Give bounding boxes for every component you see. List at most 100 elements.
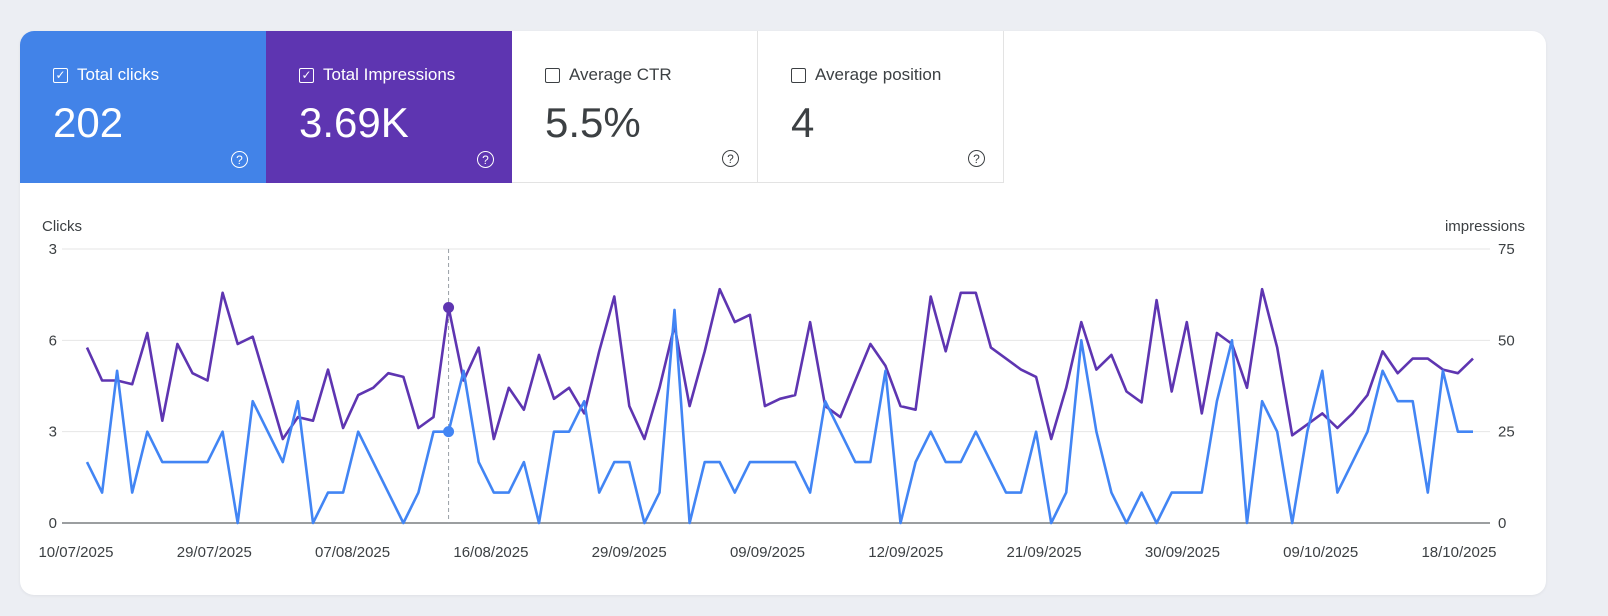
clicks-point[interactable] — [356, 430, 360, 434]
impressions-point[interactable] — [1471, 357, 1475, 361]
impressions-point[interactable] — [1426, 357, 1430, 361]
impressions-point[interactable] — [748, 313, 752, 317]
clicks-point[interactable] — [416, 491, 420, 495]
clicks-point[interactable] — [1260, 399, 1264, 403]
clicks-point[interactable] — [443, 426, 455, 438]
impressions-point[interactable] — [733, 320, 737, 324]
clicks-point[interactable] — [311, 521, 315, 525]
clicks-point[interactable] — [883, 369, 887, 373]
impressions-point[interactable] — [793, 393, 797, 397]
impressions-point[interactable] — [416, 426, 420, 430]
clicks-point[interactable] — [462, 369, 466, 373]
clicks-point[interactable] — [266, 430, 270, 434]
impressions-point[interactable] — [944, 349, 948, 353]
checkbox-checked-icon[interactable]: ✓ — [53, 67, 68, 83]
clicks-point[interactable] — [236, 521, 240, 525]
help-icon[interactable]: ? — [231, 151, 248, 168]
clicks-point[interactable] — [703, 460, 707, 464]
clicks-point[interactable] — [1381, 369, 1385, 373]
impressions-point[interactable] — [1350, 411, 1354, 415]
impressions-point[interactable] — [1200, 411, 1204, 415]
clicks-point[interactable] — [1140, 491, 1144, 495]
impressions-point[interactable] — [1034, 375, 1038, 379]
help-icon[interactable]: ? — [477, 151, 494, 168]
clicks-point[interactable] — [507, 491, 511, 495]
clicks-point[interactable] — [657, 491, 661, 495]
clicks-point[interactable] — [1456, 430, 1460, 434]
card-total-clicks[interactable]: ✓ Total clicks 202 ? — [20, 31, 266, 183]
clicks-point[interactable] — [85, 460, 89, 464]
clicks-point[interactable] — [868, 460, 872, 464]
impressions-point[interactable] — [914, 408, 918, 412]
impressions-point[interactable] — [1396, 371, 1400, 375]
impressions-point[interactable] — [959, 291, 963, 295]
clicks-point[interactable] — [1335, 491, 1339, 495]
clicks-point[interactable] — [929, 430, 933, 434]
impressions-point[interactable] — [703, 349, 707, 353]
clicks-point[interactable] — [1396, 399, 1400, 403]
impressions-point[interactable] — [100, 379, 104, 383]
checkbox-unchecked-icon[interactable] — [545, 67, 560, 83]
impressions-point[interactable] — [883, 364, 887, 368]
help-icon[interactable]: ? — [722, 150, 739, 167]
clicks-point[interactable] — [1275, 430, 1279, 434]
clicks-point[interactable] — [221, 430, 225, 434]
impressions-point[interactable] — [567, 386, 571, 390]
clicks-point[interactable] — [1245, 521, 1249, 525]
impressions-point[interactable] — [1381, 349, 1385, 353]
impressions-point[interactable] — [597, 349, 601, 353]
clicks-point[interactable] — [612, 460, 616, 464]
clicks-point[interactable] — [1230, 338, 1234, 342]
impressions-point[interactable] — [1411, 357, 1415, 361]
clicks-point[interactable] — [1215, 399, 1219, 403]
impressions-point[interactable] — [175, 342, 179, 346]
clicks-point[interactable] — [853, 460, 857, 464]
impressions-point[interactable] — [1109, 353, 1113, 357]
clicks-point[interactable] — [1350, 460, 1354, 464]
impressions-point[interactable] — [1004, 357, 1008, 361]
clicks-point[interactable] — [733, 491, 737, 495]
clicks-point[interactable] — [145, 430, 149, 434]
clicks-point[interactable] — [341, 491, 345, 495]
clicks-point[interactable] — [1155, 521, 1159, 525]
impressions-point[interactable] — [688, 404, 692, 408]
clicks-point[interactable] — [537, 521, 541, 525]
impressions-point[interactable] — [1064, 386, 1068, 390]
clicks-point[interactable] — [914, 460, 918, 464]
clicks-point[interactable] — [808, 491, 812, 495]
impressions-point[interactable] — [401, 375, 405, 379]
clicks-point[interactable] — [718, 460, 722, 464]
clicks-point[interactable] — [1320, 369, 1324, 373]
clicks-point[interactable] — [748, 460, 752, 464]
impressions-point[interactable] — [85, 346, 89, 350]
impressions-point[interactable] — [1245, 386, 1249, 390]
clicks-point[interactable] — [175, 460, 179, 464]
impressions-point[interactable] — [552, 397, 556, 401]
impressions-point[interactable] — [853, 379, 857, 383]
impressions-point[interactable] — [1140, 400, 1144, 404]
impressions-point[interactable] — [371, 386, 375, 390]
clicks-point[interactable] — [1170, 491, 1174, 495]
impressions-point[interactable] — [443, 301, 455, 313]
impressions-point[interactable] — [627, 404, 631, 408]
impressions-point[interactable] — [868, 342, 872, 346]
clicks-point[interactable] — [1305, 430, 1309, 434]
impressions-point[interactable] — [206, 379, 210, 383]
clicks-point[interactable] — [190, 460, 194, 464]
clicks-point[interactable] — [401, 521, 405, 525]
clicks-point[interactable] — [793, 460, 797, 464]
clicks-point[interactable] — [642, 521, 646, 525]
impressions-point[interactable] — [1290, 433, 1294, 437]
impressions-point[interactable] — [1335, 426, 1339, 430]
clicks-point[interactable] — [1004, 491, 1008, 495]
clicks-point[interactable] — [1125, 521, 1129, 525]
clicks-point[interactable] — [838, 430, 842, 434]
impressions-point[interactable] — [507, 386, 511, 390]
clicks-point[interactable] — [206, 460, 210, 464]
clicks-point[interactable] — [477, 460, 481, 464]
clicks-point[interactable] — [1094, 430, 1098, 434]
impressions-point[interactable] — [386, 371, 390, 375]
impressions-point[interactable] — [522, 408, 526, 412]
clicks-point[interactable] — [688, 521, 692, 525]
impressions-point[interactable] — [1019, 368, 1023, 372]
